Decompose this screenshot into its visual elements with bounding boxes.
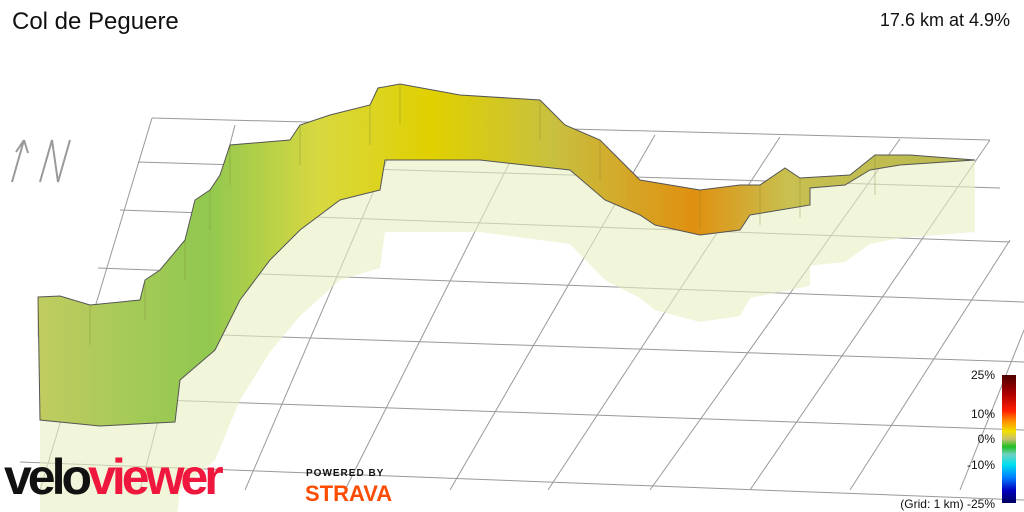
grid-line-vertical [849,239,1011,491]
legend-label-minus10: -10% [966,458,995,472]
legend-label-10: 10% [970,407,995,421]
gradient-legend-bar [1002,375,1016,503]
grid-line-vertical [959,329,1024,491]
legend-label-25: 25% [970,368,995,382]
veloviewer-logo[interactable]: veloviewer [4,449,224,505]
route-elevation-wall [37,83,976,427]
wall-shading [37,84,876,345]
legend-label-minus25: (Grid: 1 km) -25% [900,497,995,511]
north-arrow-icon [11,139,71,183]
legend-min: -25% [966,497,995,511]
segment-title: Col de Peguere [12,8,179,35]
logo-viewer: viewer [88,449,224,505]
grid-scale-note: (Grid: 1 km) [900,497,964,511]
powered-by-label: POWERED BY [306,468,385,479]
legend-label-0: 0% [977,432,995,446]
segment-stats: 17.6 km at 4.9% [879,10,1010,30]
route-reflection [40,160,975,512]
strava-logo[interactable]: STRAVA [305,481,393,506]
logo-velo: velo [4,449,92,505]
